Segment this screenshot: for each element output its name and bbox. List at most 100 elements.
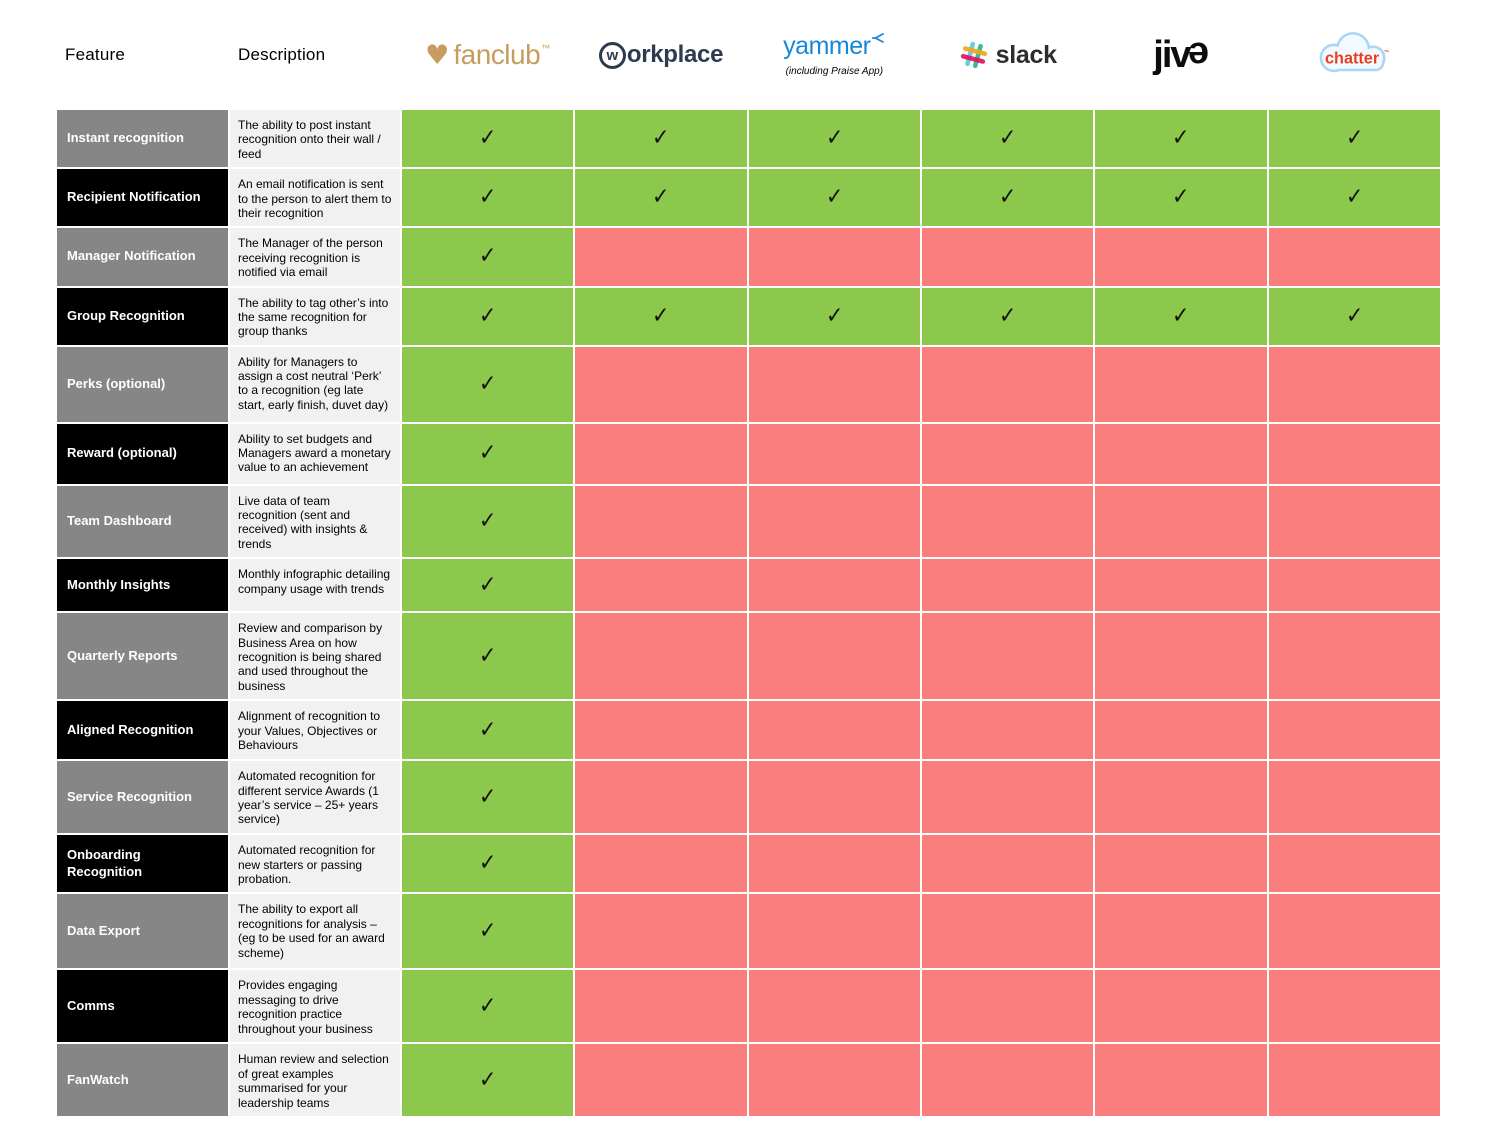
unavailable-cell — [1268, 613, 1440, 700]
check-icon: ✓ — [652, 184, 670, 211]
unavailable-cell — [921, 346, 1094, 422]
comparison-table: Instant recognition The ability to post i… — [57, 110, 1440, 1117]
unavailable-cell — [921, 761, 1094, 834]
unavailable-cell — [575, 701, 747, 760]
check-icon: ✓ — [1345, 184, 1363, 211]
unavailable-cell — [921, 613, 1094, 700]
check-icon: ✓ — [478, 992, 497, 1019]
feature-cell: Instant recognition — [57, 110, 228, 168]
unavailable-cell — [1095, 613, 1267, 700]
feature-column-header: Feature — [65, 45, 125, 64]
workplace-circle-icon: w — [598, 41, 626, 69]
fanclub-wordmark: fanclub — [453, 39, 541, 70]
slack-hash-icon — [960, 41, 987, 69]
check-icon: ✓ — [825, 302, 843, 329]
description-cell: The ability to tag other’s into the same… — [230, 287, 400, 345]
check-icon: ✓ — [478, 642, 497, 669]
available-cell: ✓ — [921, 110, 1094, 168]
description-cell: Automated recognition for different serv… — [230, 761, 400, 834]
feature-cell: Aligned Recognition — [57, 701, 228, 760]
unavailable-cell — [921, 701, 1094, 760]
check-icon: ✓ — [652, 302, 670, 329]
slack-wordmark: slack — [995, 40, 1057, 69]
unavailable-cell — [575, 346, 747, 422]
unavailable-cell — [1095, 485, 1267, 558]
available-cell: ✓ — [402, 761, 574, 834]
available-cell: ✓ — [402, 970, 574, 1043]
feature-cell: Team Dashboard — [57, 485, 228, 558]
check-icon: ✓ — [478, 850, 497, 877]
yammer-swoosh-icon — [872, 32, 885, 43]
available-cell: ✓ — [1095, 110, 1267, 168]
available-cell: ✓ — [402, 228, 574, 286]
available-cell: ✓ — [748, 110, 920, 168]
unavailable-cell — [1095, 835, 1267, 893]
check-icon: ✓ — [478, 370, 497, 397]
unavailable-cell — [1268, 970, 1440, 1043]
check-icon: ✓ — [1345, 125, 1363, 152]
unavailable-cell — [748, 228, 920, 286]
description-cell: Monthly infographic detailing company us… — [230, 559, 400, 612]
unavailable-cell — [575, 423, 747, 484]
available-cell: ✓ — [748, 169, 920, 227]
description-cell: Automated recognition for new starters o… — [230, 835, 400, 893]
available-cell: ✓ — [402, 1044, 574, 1117]
feature-cell: Quarterly Reports — [57, 613, 228, 700]
unavailable-cell — [575, 761, 747, 834]
unavailable-cell — [921, 228, 1094, 286]
available-cell: ✓ — [402, 894, 574, 969]
check-icon: ✓ — [478, 571, 497, 598]
check-icon: ✓ — [1172, 184, 1190, 211]
check-icon: ✓ — [478, 440, 497, 467]
svg-text:chatter: chatter — [1325, 50, 1380, 68]
description-cell: Human review and selection of great exam… — [230, 1044, 400, 1117]
check-icon: ✓ — [998, 125, 1017, 152]
description-cell: The ability to export all recognitions f… — [230, 894, 400, 969]
yammer-wordmark: yammer — [783, 31, 871, 60]
feature-cell: Data Export — [57, 894, 228, 969]
unavailable-cell — [748, 423, 920, 484]
feature-cell: Manager Notification — [57, 228, 228, 286]
unavailable-cell — [1268, 485, 1440, 558]
available-cell: ✓ — [402, 346, 574, 422]
available-cell: ✓ — [1268, 169, 1440, 227]
product-logo-fanclub: ♥ fanclub ™ — [402, 41, 573, 69]
svg-text:™: ™ — [1384, 50, 1390, 56]
trademark-symbol: ™ — [541, 43, 551, 53]
feature-cell: Comms — [57, 970, 228, 1043]
yammer-subtitle: (including Praise App) — [785, 65, 884, 77]
unavailable-cell — [575, 970, 747, 1043]
check-icon: ✓ — [478, 243, 497, 270]
unavailable-cell — [1095, 894, 1267, 969]
unavailable-cell — [748, 894, 920, 969]
comparison-sheet: Feature Description ♥ fanclub ™ w orkpla… — [57, 0, 1440, 1117]
available-cell: ✓ — [921, 287, 1094, 345]
feature-cell: Reward (optional) — [57, 423, 228, 484]
available-cell: ✓ — [1268, 287, 1440, 345]
check-icon: ✓ — [478, 125, 497, 152]
unavailable-cell — [748, 970, 920, 1043]
feature-cell: Service Recognition — [57, 761, 228, 834]
available-cell: ✓ — [402, 835, 574, 893]
unavailable-cell — [1095, 423, 1267, 484]
unavailable-cell — [575, 485, 747, 558]
workplace-wordmark: orkplace — [626, 41, 724, 68]
unavailable-cell — [575, 1044, 747, 1117]
feature-cell: Group Recognition — [57, 287, 228, 345]
available-cell: ✓ — [402, 613, 574, 700]
product-logo-slack: slack — [922, 40, 1093, 70]
description-cell: Live data of team recognition (sent and … — [230, 485, 400, 558]
product-logo-chatter: chatter ™ — [1269, 28, 1440, 82]
unavailable-cell — [1095, 346, 1267, 422]
product-logo-yammer: yammer (including Praise App) — [749, 31, 920, 77]
unavailable-cell — [748, 559, 920, 612]
check-icon: ✓ — [652, 125, 670, 152]
check-icon: ✓ — [825, 125, 843, 152]
description-cell: The ability to post instant recognition … — [230, 110, 400, 168]
description-cell: The Manager of the person receiving reco… — [230, 228, 400, 286]
unavailable-cell — [575, 559, 747, 612]
check-icon: ✓ — [478, 302, 497, 329]
unavailable-cell — [575, 613, 747, 700]
available-cell: ✓ — [1268, 110, 1440, 168]
unavailable-cell — [1268, 228, 1440, 286]
